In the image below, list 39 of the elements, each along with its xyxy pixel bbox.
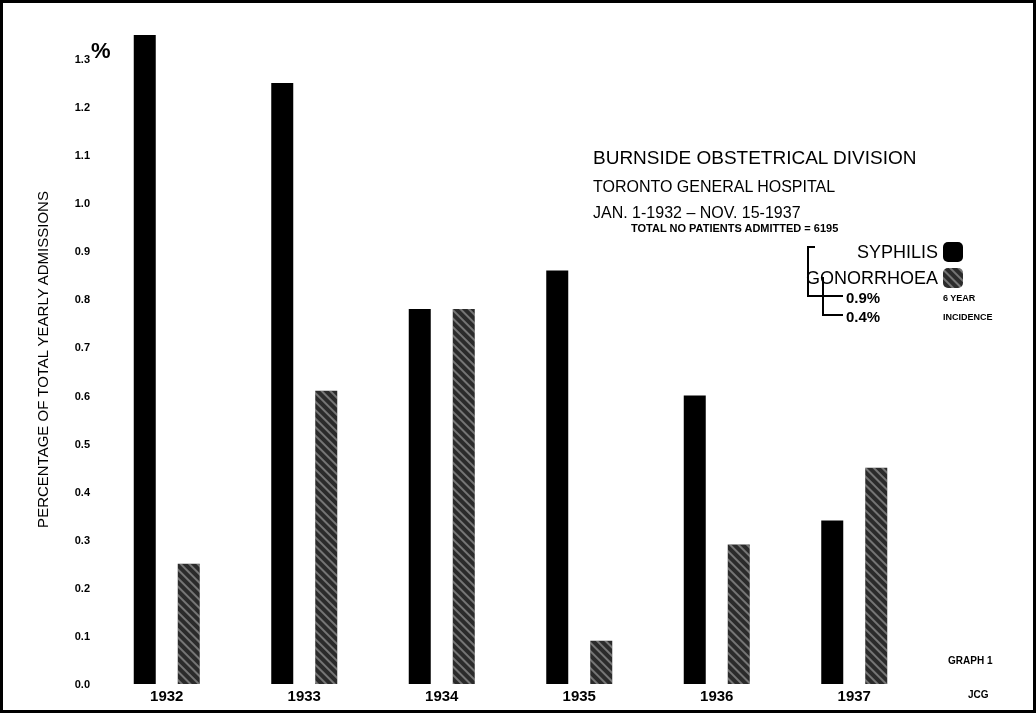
y-tick-label: 0.3 <box>74 533 90 546</box>
legend-label: SYPHILIS <box>856 242 938 262</box>
bar <box>133 35 156 684</box>
bar <box>546 270 569 684</box>
annotation: % <box>91 37 111 63</box>
x-tick-label: 1932 <box>150 687 184 704</box>
bar <box>271 83 294 684</box>
text: TORONTO GENERAL HOSPITAL JAN. 1-1932 – NOV. 15-1937 <box>593 177 836 221</box>
y-tick-label: 0.5 <box>74 437 90 450</box>
annotation: TOTAL NO PATIENTS ADMITTED = 6195 <box>631 221 839 234</box>
y-tick-label: 0.4 <box>74 485 91 498</box>
text: BURNSIDE OBSTETRICAL DIVISION <box>593 147 917 168</box>
text: INCIDENCE <box>943 311 993 322</box>
text: 6 YEAR <box>943 292 976 303</box>
x-tick-label: 1937 <box>837 687 871 704</box>
y-tick-label: 1.1 <box>74 149 90 162</box>
bar <box>683 395 706 684</box>
x-tick-label: 1934 <box>425 687 460 704</box>
y-tick-label: 0.6 <box>74 389 90 402</box>
legend-label: GONORRHOEA <box>805 268 938 288</box>
y-axis-title: PERCENTAGE OF TOTAL YEARLY ADMISSIONS <box>34 191 51 528</box>
annotation: 0.9% <box>846 289 881 306</box>
y-tick-label: 1.0 <box>74 197 90 210</box>
y-tick-label: 1.3 <box>74 53 90 66</box>
y-tick-label: 0.1 <box>74 629 90 642</box>
y-tick-label: 0.9 <box>74 245 90 258</box>
bar <box>408 309 431 684</box>
bar <box>821 520 844 684</box>
y-tick-label: 0.8 <box>74 293 90 306</box>
y-tick-label: 0.0 <box>74 678 90 690</box>
y-tick-label: 1.2 <box>74 101 90 114</box>
y-tick-label: 0.2 <box>74 581 90 594</box>
x-tick-label: 1936 <box>700 687 734 704</box>
x-tick-label: 1933 <box>287 687 321 704</box>
annotation: 0.4% <box>846 308 881 325</box>
y-tick-label: 0.7 <box>74 341 90 354</box>
x-tick-label: 1935 <box>562 687 596 704</box>
caption: GRAPH 1 <box>948 654 993 666</box>
text: JCG <box>968 688 989 700</box>
